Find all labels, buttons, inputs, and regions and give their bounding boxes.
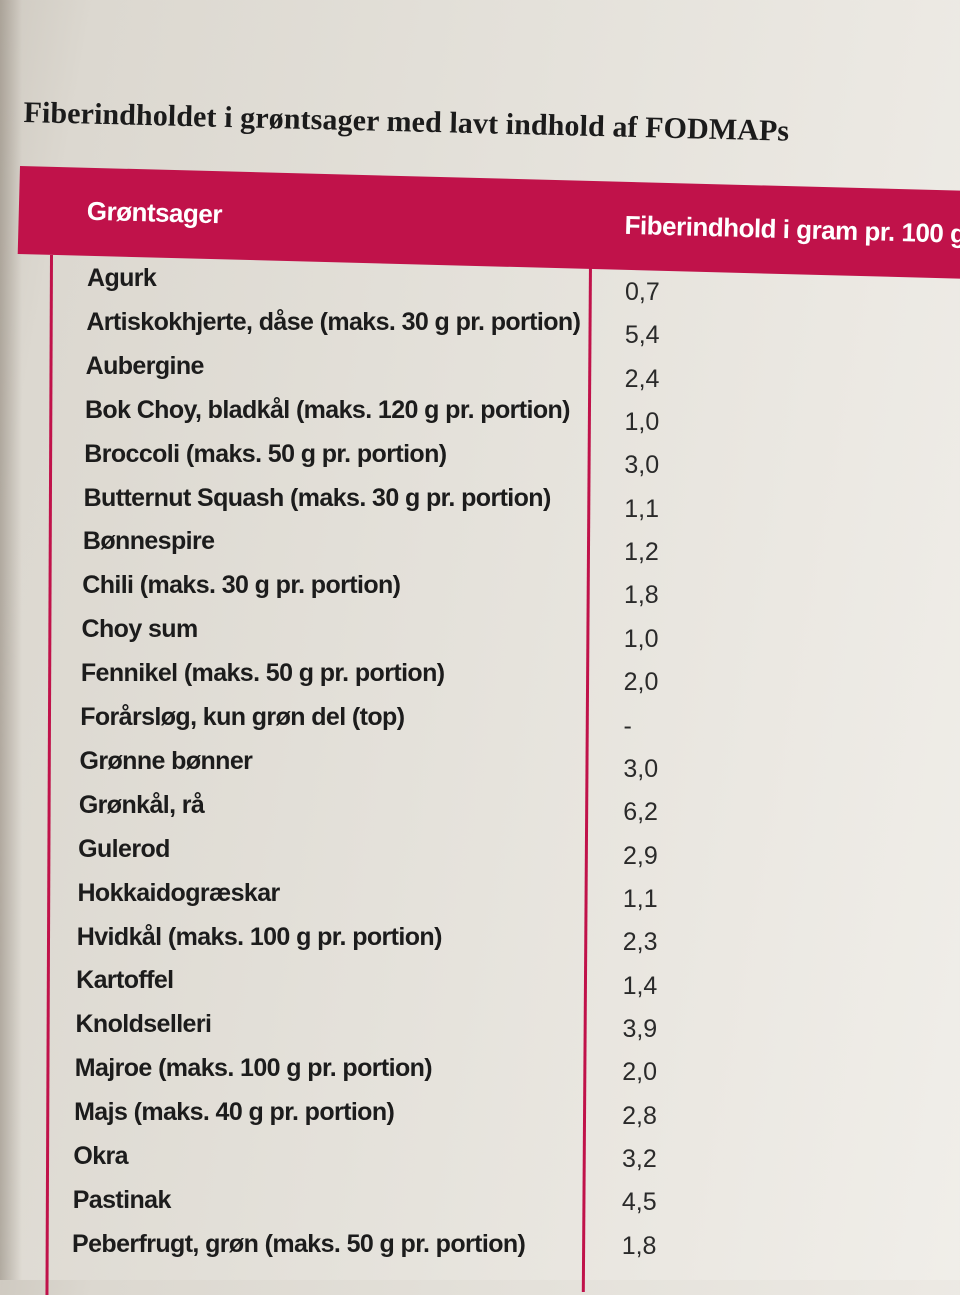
vegetable-name: Fennikel (maks. 50 g pr. portion): [80, 659, 445, 688]
vegetable-name: Aubergine: [85, 351, 205, 380]
vegetable-name: Grønne bønner: [79, 746, 253, 775]
fiber-value: 1,0: [623, 624, 659, 653]
vegetable-name: Forårsløg, kun grøn del (top): [80, 703, 405, 731]
vegetable-name: Knoldselleri: [75, 1010, 212, 1039]
vegetable-name: Kartoffel: [76, 966, 174, 995]
vegetable-name: Bok Choy, bladkål (maks. 120 g pr. porti…: [84, 395, 571, 424]
fiber-value: 1,4: [622, 971, 658, 1000]
fiber-value: 0,7: [625, 278, 660, 306]
fiber-value: 2,0: [622, 1058, 658, 1087]
fiber-value: -: [623, 711, 632, 740]
vegetable-name: Chili (maks. 30 g pr. portion): [82, 571, 401, 600]
vegetable-name: Hokkaidogræskar: [77, 878, 280, 907]
page-gutter-shadow: [0, 0, 22, 1280]
vegetable-name: Artiskokhjerte, dåse (maks. 30 g pr. por…: [86, 307, 581, 336]
fiber-value: 2,3: [622, 928, 658, 957]
fiber-value: 1,8: [623, 581, 659, 610]
vegetable-name: Gulerod: [78, 834, 170, 863]
fiber-value: 2,0: [623, 668, 659, 697]
vegetable-name: Broccoli (maks. 50 g pr. portion): [84, 439, 447, 468]
fiber-value: 1,8: [621, 1231, 657, 1260]
fiber-value: 1,2: [624, 538, 659, 567]
fiber-value: 1,1: [624, 494, 659, 523]
fiber-value: 2,4: [624, 364, 660, 393]
vegetable-name: Butternut Squash (maks. 30 g pr. portion…: [83, 483, 552, 512]
vegetable-name: Agurk: [87, 264, 157, 292]
vegetable-name: Bønnespire: [82, 527, 215, 556]
vegetable-name: Okra: [73, 1142, 128, 1170]
fiber-value: 5,4: [624, 321, 660, 350]
vegetable-name: Choy sum: [81, 615, 199, 644]
vegetable-name: Hvidkål (maks. 100 g pr. portion): [76, 922, 443, 951]
vegetable-name: Peberfrugt, grøn (maks. 50 g pr. portion…: [72, 1229, 526, 1258]
fiber-value: 3,0: [624, 451, 660, 480]
fiber-value: 1,0: [624, 408, 660, 437]
fiber-value: 3,2: [621, 1145, 657, 1173]
fiber-value: 2,8: [622, 1101, 657, 1130]
fiber-value: 6,2: [623, 798, 658, 827]
fiber-value: 2,9: [623, 841, 658, 870]
vegetable-name: Majroe (maks. 100 g pr. portion): [74, 1054, 433, 1083]
vegetable-name: Grønkål, rå: [78, 790, 205, 819]
fiber-value: 4,5: [621, 1188, 657, 1217]
fiber-value: 3,9: [622, 1014, 658, 1043]
vegetable-name: Pastinak: [72, 1185, 172, 1214]
fiber-value: 1,1: [622, 884, 658, 913]
fiber-value: 3,0: [623, 754, 659, 783]
vegetable-name: Majs (maks. 40 g pr. portion): [74, 1098, 395, 1127]
